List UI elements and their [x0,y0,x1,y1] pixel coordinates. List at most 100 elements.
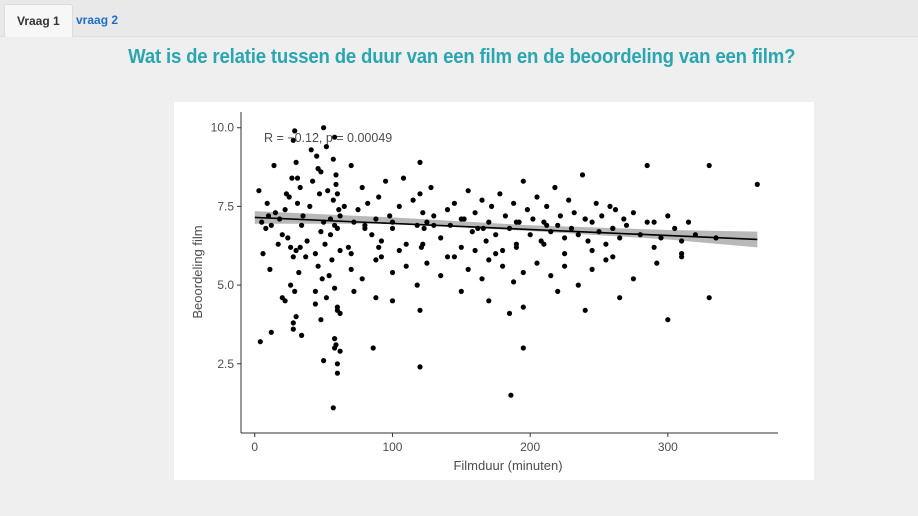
data-point [389,298,396,304]
data-point [410,197,416,203]
tab-vraag-2[interactable]: vraag 2 [76,13,119,27]
data-point [497,191,503,197]
data-point [589,266,595,272]
data-point [326,273,332,279]
data-point [511,279,517,285]
data-point [373,216,379,222]
y-tick-label: 10.0 [211,121,235,135]
data-point [330,156,336,162]
data-point [428,184,434,191]
data-point [300,213,306,219]
data-point [754,181,760,187]
data-point [310,178,316,184]
y-axis-label: Beoordeling film [190,225,205,318]
data-point [417,307,423,313]
data-point [644,219,650,225]
y-tick-label: 5.0 [217,278,234,292]
data-point [362,225,368,231]
data-point [307,203,313,209]
data-point [465,188,471,194]
regression-line-layer [254,216,758,241]
y-tick-label: 7.5 [217,199,234,213]
data-point [493,232,499,238]
data-point [285,235,291,241]
data-point [417,159,423,165]
data-point [290,320,296,326]
data-point [330,197,336,203]
data-point [348,266,354,272]
data-point [389,269,396,276]
data-point [282,207,288,213]
data-point [530,216,536,222]
tab-bar: Vraag 1 vraag 2 [0,0,918,37]
data-point [621,216,627,222]
data-point [333,172,339,178]
data-point [465,266,471,272]
data-point [294,200,301,206]
data-point [665,317,671,323]
data-point [369,232,375,238]
data-point [341,203,347,209]
data-point [256,188,262,194]
data-point [458,244,464,250]
scatter-plot-panel: 0 100 200 300 2.5 5.0 7.5 10.0 R = −0.12, p = 0… [174,102,814,480]
data-point [355,207,361,213]
tab-vraag-1[interactable]: Vraag 1 [4,4,73,37]
data-point [297,244,303,250]
data-point [520,178,526,184]
data-point [337,247,343,254]
data-point [319,276,325,282]
data-point [534,194,540,200]
data-point [351,288,357,294]
data-point [383,178,389,184]
data-point [289,175,295,181]
data-point [513,244,519,250]
data-point [479,276,485,282]
data-point [365,200,371,206]
data-point [290,137,296,143]
data-point [337,310,343,316]
data-point [288,282,294,288]
data-point [334,370,340,376]
data-point [321,125,327,131]
data-point [373,295,379,301]
data-point [582,307,588,313]
data-point [479,197,485,203]
data-point [672,225,678,231]
correlation-annotation: R = −0.12, p = 0.00049 [264,131,392,145]
data-point [263,225,269,231]
data-point [568,225,575,231]
x-tick-label: 300 [658,440,678,454]
data-point [557,213,563,219]
data-point [679,251,685,257]
data-point [332,285,338,291]
data-point [599,213,605,219]
data-point [275,241,281,247]
data-point [325,188,331,194]
data-point [312,288,318,294]
data-point [293,314,299,320]
data-point [303,254,309,260]
data-point [524,207,530,213]
data-point [288,244,294,250]
x-tick-label: 0 [251,440,258,454]
data-point [489,203,495,209]
data-point [486,298,492,304]
data-point [483,238,489,244]
data-point [603,257,609,263]
data-point [308,147,314,153]
data-point [596,229,602,235]
data-point [264,200,270,206]
data-point [420,241,426,247]
data-point [651,244,657,250]
data-point [327,232,334,238]
data-point [267,266,273,272]
data-point [589,247,595,254]
data-point [610,254,616,260]
data-point [348,251,354,257]
data-point [323,295,329,301]
data-point [299,332,305,338]
data-point [431,213,437,219]
data-point [534,260,540,266]
data-point [290,254,296,260]
